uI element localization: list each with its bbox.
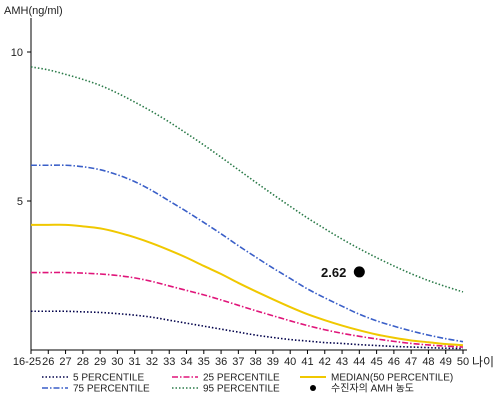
y-axis-title: AMH(ng/ml) — [4, 5, 63, 17]
legend-label: MEDIAN(50 PERCENTILE) — [331, 373, 453, 384]
y-axis-ticks: 5 10 — [11, 47, 31, 208]
x-tick-label: 48 — [422, 356, 434, 368]
x-tick-label: 31 — [129, 356, 141, 368]
patient-amh-point — [353, 266, 365, 278]
x-axis-ticks: 16-25 26 27 28 29 30 31 32 33 34 35 36 37 38 39 40 41 42 4… — [13, 350, 469, 368]
patient-amh-value-label: 2.62 — [321, 265, 346, 280]
x-tick-label: 16-25 — [13, 356, 41, 368]
x-tick-label: 46 — [388, 356, 400, 368]
legend-label: 25 PERCENTILE — [203, 373, 280, 384]
y-tick-label: 5 — [17, 196, 23, 208]
x-tick-label: 49 — [440, 356, 452, 368]
patient-point-group: 2.62 — [321, 265, 365, 280]
x-tick-label: 39 — [267, 356, 279, 368]
series-line-median-50-percentile — [31, 223, 464, 347]
x-tick-label: 50 — [457, 356, 469, 368]
x-tick-label: 33 — [163, 356, 175, 368]
legend-point-label: 수진자의 AMH 농도 — [331, 383, 414, 395]
legend-label: 5 PERCENTILE — [73, 373, 144, 384]
series-lines — [30, 66, 464, 350]
series-line-5-percentile — [31, 310, 464, 350]
x-tick-label: 41 — [301, 356, 313, 368]
x-tick-label: 32 — [146, 356, 158, 368]
x-tick-label: 47 — [405, 356, 417, 368]
legend-label: 95 PERCENTILE — [203, 384, 280, 395]
x-tick-label: 44 — [353, 356, 365, 368]
x-tick-label: 30 — [111, 356, 123, 368]
series-line-25-percentile — [31, 271, 464, 348]
x-tick-label: 28 — [77, 356, 89, 368]
x-tick-label: 36 — [215, 356, 227, 368]
x-tick-label: 29 — [94, 356, 106, 368]
x-tick-label: 34 — [180, 356, 192, 368]
x-tick-label: 42 — [319, 356, 331, 368]
series-line-95-percentile — [30, 66, 464, 293]
legend: 5 PERCENTILE 25 PERCENTILE MEDIAN(50 PERCE… — [42, 373, 453, 395]
x-tick-label: 26 — [42, 356, 54, 368]
x-tick-label: 45 — [370, 356, 382, 368]
x-axis-title: 나이 — [472, 355, 494, 369]
x-tick-label: 43 — [336, 356, 348, 368]
legend-point-swatch — [310, 385, 316, 391]
x-tick-label: 37 — [232, 356, 244, 368]
x-tick-label: 40 — [284, 356, 296, 368]
y-tick-label: 10 — [11, 47, 23, 59]
x-tick-label: 35 — [198, 356, 210, 368]
x-tick-label: 27 — [59, 356, 71, 368]
legend-label: 75 PERCENTILE — [73, 384, 150, 395]
x-tick-label: 38 — [250, 356, 262, 368]
series-line-75-percentile — [31, 164, 464, 343]
